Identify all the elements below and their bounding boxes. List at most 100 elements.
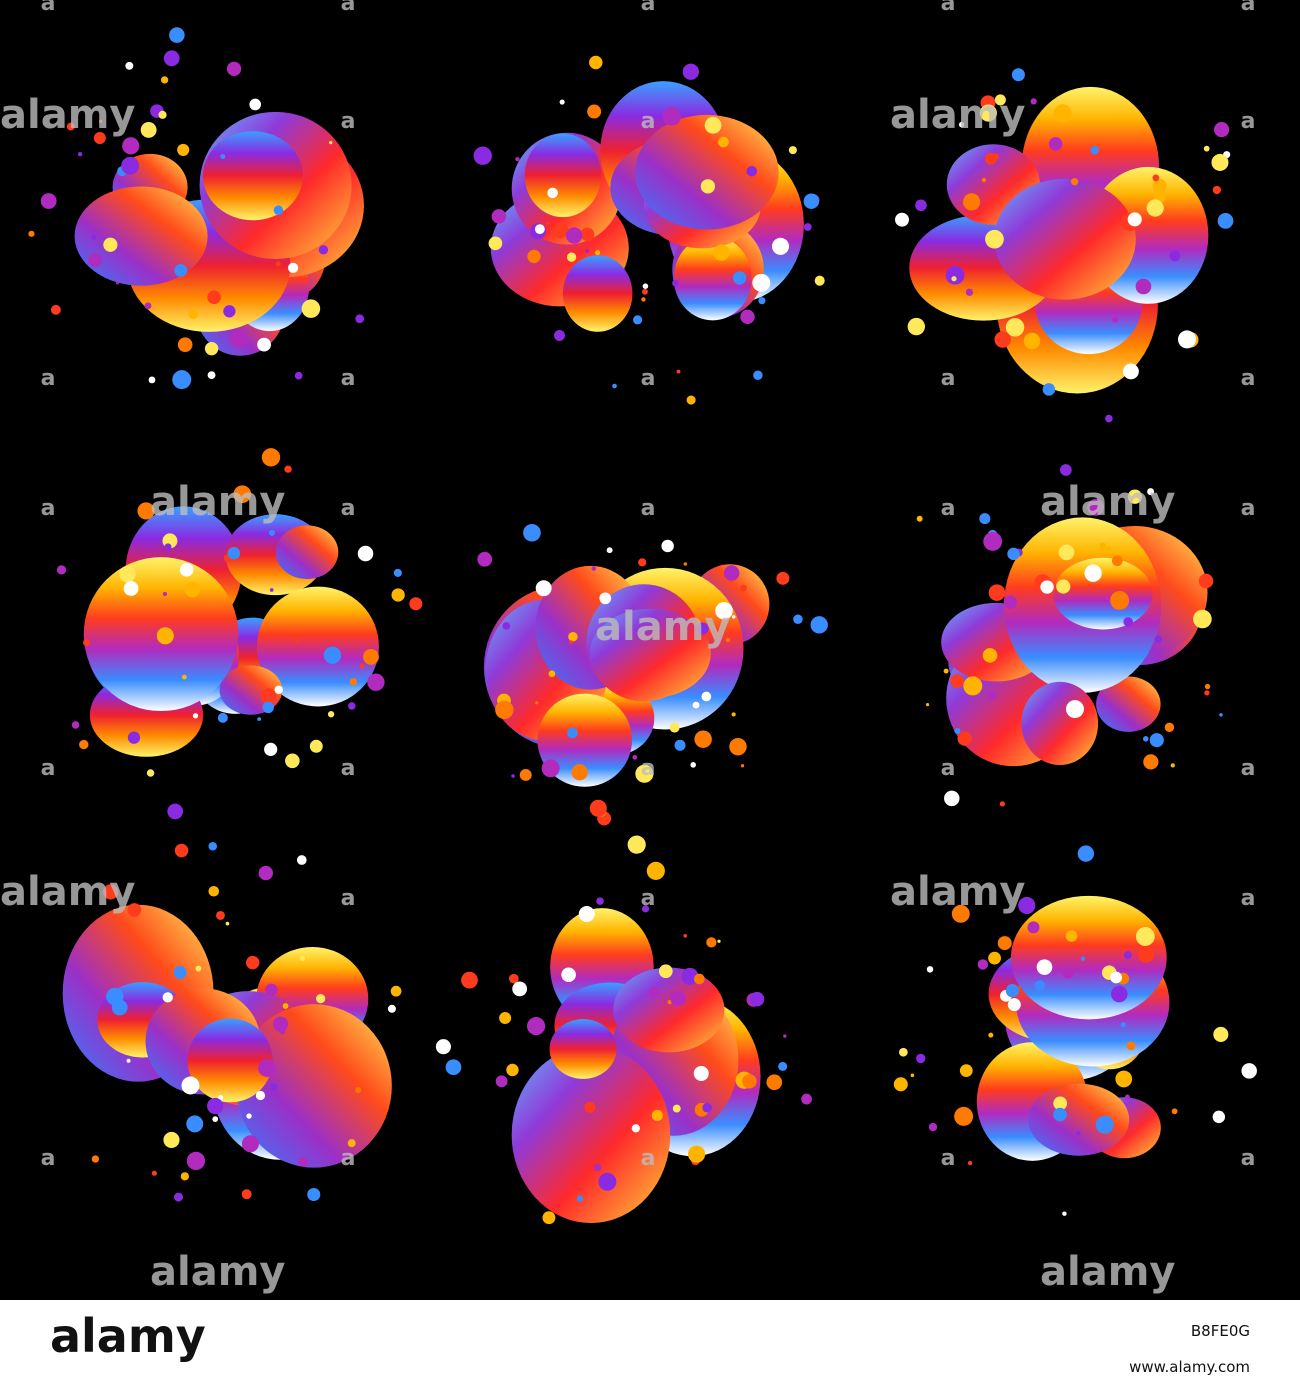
paint-drop <box>180 1172 189 1181</box>
paint-blob <box>256 586 379 707</box>
paint-drop <box>593 1163 602 1172</box>
paint-drop <box>692 701 700 709</box>
paint-drop <box>631 1124 640 1133</box>
paint-drop <box>288 262 299 273</box>
paint-drop <box>285 753 300 769</box>
paint-drop <box>1127 489 1143 504</box>
paint-drop <box>658 964 673 979</box>
paint-drop <box>632 754 638 760</box>
paint-drop <box>1203 145 1210 152</box>
paint-drop <box>690 762 696 768</box>
paint-drop <box>163 50 180 67</box>
paint-drop <box>547 187 558 199</box>
paint-drop <box>181 1076 200 1095</box>
paint-drop <box>258 1059 276 1077</box>
paint-drop <box>294 638 299 643</box>
paint-drop <box>1123 951 1132 960</box>
paint-drop <box>979 513 991 525</box>
paint-drop <box>298 1156 309 1167</box>
paint-drop <box>249 98 262 111</box>
paint-drop <box>1153 189 1167 203</box>
paint-drop <box>99 119 103 124</box>
paint-drop <box>103 884 119 900</box>
paint-drop <box>387 1004 396 1013</box>
footer-band <box>0 1300 1300 1390</box>
paint-drop <box>766 1074 783 1091</box>
paint-drop <box>1123 363 1139 380</box>
paint-drop <box>661 539 674 553</box>
paint-drop <box>1090 145 1099 155</box>
paint-drop <box>916 1053 926 1064</box>
watermark-letter: a <box>41 366 56 391</box>
watermark-letter: a <box>41 496 56 521</box>
paint-drop <box>1105 546 1112 553</box>
paint-blob <box>187 1018 273 1103</box>
paint-drop <box>50 304 61 315</box>
paint-drop <box>596 897 604 905</box>
paint-drop <box>208 841 218 851</box>
paint-drop <box>367 673 385 691</box>
paint-drop <box>732 615 736 619</box>
watermark-word: alamy <box>150 1249 285 1295</box>
paint-drop <box>347 1139 356 1148</box>
paint-drop <box>1126 1041 1136 1051</box>
paint-drop <box>1212 1110 1226 1124</box>
paint-drop <box>299 955 306 962</box>
paint-drop <box>115 281 120 285</box>
paint-drop <box>1146 199 1164 217</box>
paint-drop <box>327 711 335 718</box>
splatter <box>473 55 825 405</box>
paint-drop <box>742 1074 757 1089</box>
watermark-letter: a <box>1241 496 1256 521</box>
paint-drop <box>264 742 278 756</box>
paint-drop <box>683 562 688 566</box>
paint-drop <box>1110 985 1128 1003</box>
paint-drop <box>294 371 303 380</box>
paint-drop <box>217 1094 224 1101</box>
paint-drop <box>1177 330 1196 349</box>
paint-drop <box>519 769 532 781</box>
paint-drop <box>965 288 974 296</box>
paint-drop <box>307 1187 321 1202</box>
paint-drop <box>1062 1211 1067 1216</box>
paint-drop <box>1211 153 1229 171</box>
paint-drop <box>316 994 326 1004</box>
paint-drop <box>164 543 172 551</box>
paint-blob <box>275 525 339 580</box>
paint-drop <box>1198 573 1214 589</box>
paint-drop <box>318 245 329 255</box>
paint-drop <box>566 252 577 262</box>
paint-blob <box>1028 1083 1130 1156</box>
paint-drop <box>979 104 997 122</box>
paint-drop <box>79 739 89 750</box>
paint-drop <box>1056 579 1071 594</box>
paint-drop <box>814 275 825 286</box>
paint-drop <box>1115 1070 1133 1088</box>
paint-drop <box>568 640 573 645</box>
paint-drop <box>641 905 650 913</box>
paint-drop <box>682 63 699 80</box>
image-id: B8FE0G <box>1191 1322 1250 1340</box>
paint-drop <box>928 1122 938 1132</box>
paint-drop <box>216 911 225 920</box>
paint-drop <box>246 955 260 970</box>
splatter <box>56 448 423 820</box>
paint-drop <box>985 229 1004 249</box>
paint-blob <box>589 608 711 699</box>
paint-drop <box>1241 1063 1257 1079</box>
paint-drop <box>208 886 220 897</box>
paint-blob <box>1096 676 1161 732</box>
paint-drop <box>77 151 83 157</box>
paint-drop <box>172 370 192 390</box>
paint-drop <box>177 143 190 156</box>
paint-drop <box>188 309 199 319</box>
paint-drop <box>776 571 790 585</box>
paint-blob <box>1021 681 1099 766</box>
paint-drop <box>749 991 765 1007</box>
paint-drop <box>1120 1022 1126 1028</box>
watermark-word: alamy <box>890 92 1025 138</box>
paint-drop <box>907 317 926 336</box>
paint-drop <box>967 1160 973 1166</box>
paint-drop <box>1149 733 1164 748</box>
paint-drop <box>119 565 136 583</box>
